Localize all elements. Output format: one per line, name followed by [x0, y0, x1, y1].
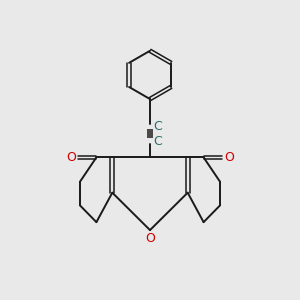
- Text: O: O: [145, 232, 155, 245]
- Text: C: C: [154, 120, 162, 133]
- Text: O: O: [66, 151, 76, 164]
- Text: O: O: [224, 151, 234, 164]
- Text: C: C: [154, 135, 162, 148]
